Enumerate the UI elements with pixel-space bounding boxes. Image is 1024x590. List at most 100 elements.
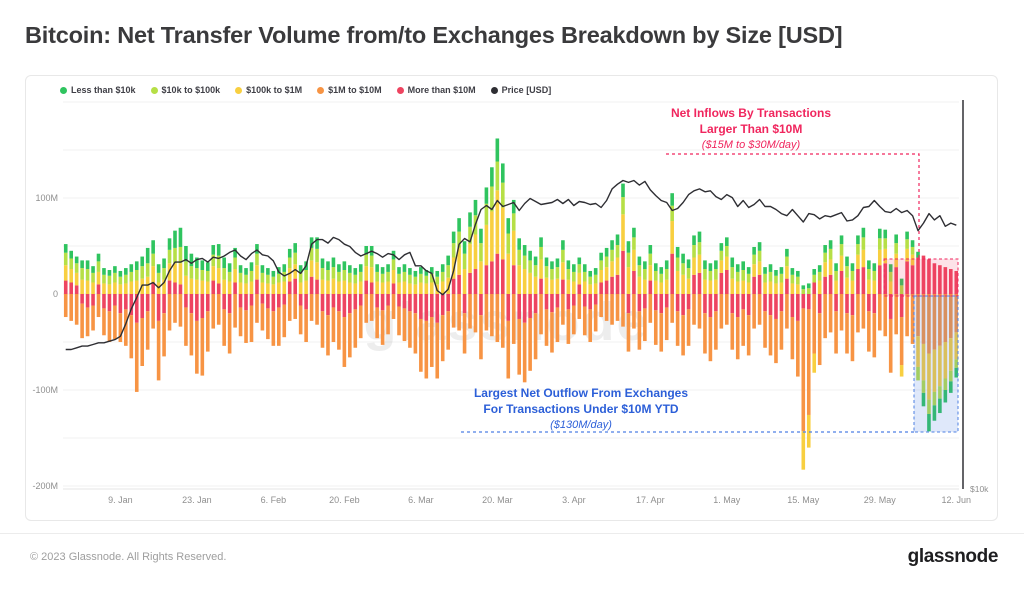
bar-segment[interactable] <box>539 278 543 294</box>
bar-segment[interactable] <box>686 259 691 269</box>
bar-segment[interactable] <box>102 268 106 275</box>
bar-segment[interactable] <box>293 264 297 279</box>
bar-segment[interactable] <box>315 294 319 325</box>
bar-segment[interactable] <box>555 294 560 308</box>
bar-segment[interactable] <box>653 310 658 345</box>
bar-segment[interactable] <box>719 272 724 294</box>
bar-segment[interactable] <box>533 256 538 266</box>
bar-segment[interactable] <box>719 294 724 329</box>
bar-segment[interactable] <box>681 294 685 316</box>
bar-segment[interactable] <box>910 294 915 344</box>
bar-segment[interactable] <box>692 257 696 275</box>
bar-segment[interactable] <box>173 247 177 264</box>
bar-segment[interactable] <box>216 255 221 269</box>
bar-segment[interactable] <box>533 313 538 360</box>
bar-segment[interactable] <box>861 267 866 294</box>
bar-segment[interactable] <box>451 294 456 328</box>
bar-segment[interactable] <box>80 279 84 294</box>
bar-segment[interactable] <box>916 257 920 294</box>
bar-segment[interactable] <box>162 313 166 357</box>
bar-segment[interactable] <box>834 294 838 312</box>
bar-segment[interactable] <box>408 311 412 348</box>
bar-segment[interactable] <box>419 267 423 274</box>
bar-segment[interactable] <box>949 294 953 339</box>
bar-segment[interactable] <box>369 255 374 268</box>
bar-segment[interactable] <box>632 249 636 271</box>
bar-segment[interactable] <box>626 267 631 294</box>
bar-segment[interactable] <box>539 259 543 279</box>
bar-segment[interactable] <box>949 269 953 294</box>
bar-segment[interactable] <box>582 281 587 294</box>
bar-segment[interactable] <box>309 294 314 321</box>
bar-segment[interactable] <box>440 294 445 316</box>
bar-segment[interactable] <box>774 270 778 276</box>
bar-segment[interactable] <box>779 273 784 283</box>
bar-segment[interactable] <box>746 315 751 356</box>
bar-segment[interactable] <box>615 294 620 321</box>
bar-segment[interactable] <box>63 252 68 266</box>
bar-segment[interactable] <box>768 294 773 316</box>
bar-segment[interactable] <box>725 294 729 325</box>
bar-segment[interactable] <box>670 205 674 222</box>
bar-segment[interactable] <box>555 307 560 342</box>
bar-segment[interactable] <box>473 234 478 270</box>
bar-segment[interactable] <box>85 280 90 294</box>
bar-segment[interactable] <box>348 265 352 273</box>
bar-segment[interactable] <box>834 263 838 271</box>
bar-segment[interactable] <box>364 254 369 267</box>
bar-segment[interactable] <box>643 279 647 294</box>
bar-segment[interactable] <box>768 281 773 294</box>
bar-segment[interactable] <box>615 274 620 294</box>
bar-segment[interactable] <box>577 284 582 294</box>
bar-segment[interactable] <box>271 311 276 346</box>
bar-segment[interactable] <box>195 257 199 269</box>
bar-segment[interactable] <box>582 294 587 307</box>
bar-segment[interactable] <box>162 279 166 294</box>
bar-segment[interactable] <box>501 294 505 348</box>
bar-segment[interactable] <box>708 294 713 318</box>
bar-segment[interactable] <box>96 284 101 294</box>
bar-segment[interactable] <box>932 294 937 350</box>
bar-segment[interactable] <box>195 294 199 321</box>
bar-segment[interactable] <box>550 261 554 270</box>
bar-segment[interactable] <box>129 294 134 316</box>
bar-segment[interactable] <box>440 264 445 272</box>
bar-segment[interactable] <box>462 294 467 314</box>
bar-segment[interactable] <box>632 237 636 250</box>
bar-segment[interactable] <box>517 238 521 250</box>
bar-segment[interactable] <box>484 187 489 204</box>
bar-segment[interactable] <box>74 272 79 286</box>
bar-segment[interactable] <box>216 244 221 256</box>
bar-segment[interactable] <box>741 294 745 310</box>
bar-segment[interactable] <box>468 226 472 245</box>
bar-segment[interactable] <box>222 279 226 294</box>
bar-segment[interactable] <box>473 199 478 216</box>
bar-segment[interactable] <box>85 269 90 281</box>
bar-segment[interactable] <box>495 294 500 342</box>
bar-segment[interactable] <box>725 256 729 270</box>
bar-segment[interactable] <box>397 294 401 307</box>
bar-segment[interactable] <box>768 264 773 272</box>
bar-segment[interactable] <box>637 276 642 294</box>
bar-segment[interactable] <box>167 249 172 264</box>
bar-segment[interactable] <box>74 285 79 294</box>
bar-segment[interactable] <box>582 306 587 336</box>
bar-segment[interactable] <box>785 256 789 267</box>
bar-segment[interactable] <box>85 307 90 337</box>
bar-segment[interactable] <box>801 285 806 290</box>
bar-segment[interactable] <box>287 268 292 282</box>
bar-segment[interactable] <box>162 294 166 314</box>
bar-segment[interactable] <box>823 276 827 294</box>
bar-segment[interactable] <box>725 246 729 257</box>
bar-segment[interactable] <box>790 283 795 294</box>
bar-segment[interactable] <box>118 276 123 285</box>
bar-segment[interactable] <box>757 294 762 325</box>
bar-segment[interactable] <box>899 278 904 286</box>
bar-segment[interactable] <box>834 280 838 294</box>
bar-segment[interactable] <box>621 214 625 251</box>
bar-segment[interactable] <box>473 269 478 294</box>
bar-segment[interactable] <box>342 270 347 281</box>
bar-segment[interactable] <box>271 294 276 312</box>
bar-segment[interactable] <box>664 269 669 280</box>
bar-segment[interactable] <box>511 213 516 231</box>
